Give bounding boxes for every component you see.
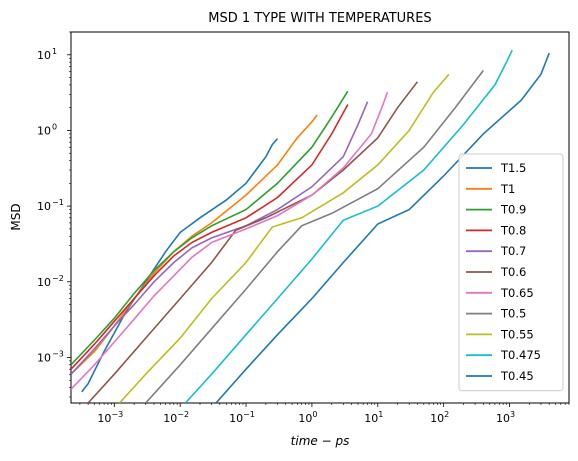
series-line-2 [71, 90, 349, 366]
legend-box [458, 153, 564, 392]
series-line-5 [87, 81, 419, 403]
x-tick-label: 10−3 [97, 410, 123, 425]
y-tick-label: 10 [37, 200, 51, 213]
x-axis-label: time − ps [291, 434, 350, 448]
x-axis-ticks: 10−3 10−2 10−1 100 101 102 103 [79, 403, 570, 425]
y-tick-label: 10 [37, 276, 51, 289]
legend-entry: T1 [500, 182, 515, 196]
series-line-6 [71, 91, 389, 390]
legend-entry: T1.5 [500, 161, 526, 175]
y-tick-exponent: 0 [52, 122, 57, 131]
legend-entry: T0.475 [500, 348, 541, 362]
series-line-0 [81, 138, 279, 393]
series-line-7 [145, 70, 484, 403]
legend-entry: T0.55 [500, 327, 534, 341]
x-tick-label: 102 [430, 410, 449, 425]
y-tick-exponent: −2 [52, 274, 64, 283]
y-tick-label: 10 [37, 49, 51, 62]
legend-entry: T0.9 [500, 203, 526, 217]
legend-entry: T0.8 [500, 223, 526, 237]
legend-entry: T0.7 [500, 244, 526, 258]
plot-area [70, 31, 570, 404]
series-lines [71, 49, 550, 403]
legend: T1.5 T1 T0.9 T0.8 T0.7 T0.6 T0.65 T0.5 T0.55 T0.4… [458, 153, 564, 392]
series-line-10 [215, 52, 550, 403]
legend-entry: T0.6 [500, 265, 526, 279]
series-line-9 [184, 49, 513, 403]
series-line-3 [71, 104, 349, 370]
x-tick-label: 10−2 [163, 410, 189, 425]
y-tick-exponent: 1 [52, 47, 57, 56]
x-tick-label: 103 [496, 410, 515, 425]
series-line-4 [71, 101, 369, 375]
y-tick-label: 10 [37, 124, 51, 137]
y-tick-exponent: −1 [52, 198, 64, 207]
chart-title: MSD 1 TYPE WITH TEMPERATURES [208, 11, 431, 26]
series-line-1 [71, 114, 318, 375]
y-axis-label: MSD [9, 203, 23, 230]
legend-entry: T0.65 [500, 286, 534, 300]
series-line-8 [118, 73, 450, 403]
y-tick-exponent: −3 [52, 349, 64, 358]
x-tick-label: 101 [364, 410, 383, 425]
x-tick-label: 100 [298, 410, 317, 425]
legend-entry: T0.45 [500, 369, 534, 383]
y-tick-label: 10 [37, 351, 51, 364]
legend-entry: T0.5 [500, 307, 526, 321]
x-tick-label: 10−1 [229, 410, 255, 425]
